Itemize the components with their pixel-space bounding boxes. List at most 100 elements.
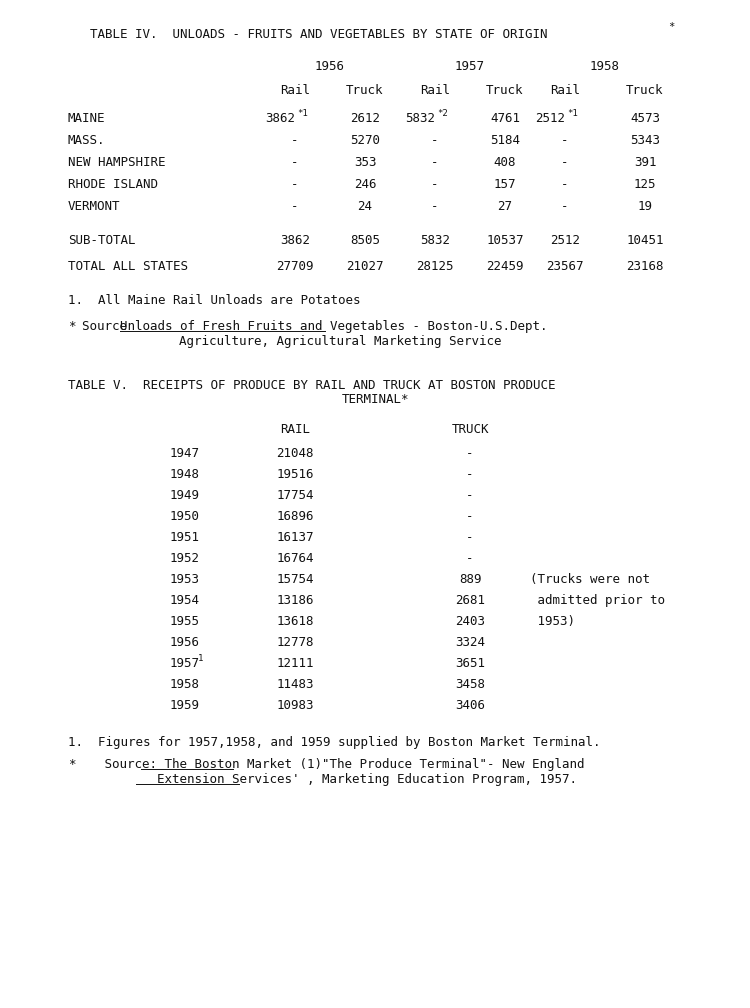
Text: *1: *1 [567, 109, 578, 118]
Text: 1956: 1956 [170, 636, 200, 649]
Text: 3862: 3862 [280, 234, 310, 247]
Text: 2612: 2612 [350, 112, 380, 125]
Text: admitted prior to: admitted prior to [530, 594, 665, 607]
Text: 1: 1 [198, 654, 203, 663]
Text: 1952: 1952 [170, 552, 200, 565]
Text: Rail: Rail [280, 84, 310, 97]
Text: (Trucks were not: (Trucks were not [530, 573, 650, 586]
Text: -: - [466, 531, 474, 544]
Text: 12111: 12111 [276, 657, 314, 670]
Text: *: * [68, 758, 76, 771]
Text: -: - [466, 510, 474, 523]
Text: *2: *2 [437, 109, 448, 118]
Text: -: - [561, 200, 568, 213]
Text: 2512: 2512 [535, 112, 565, 125]
Text: TABLE IV.  UNLOADS - FRUITS AND VEGETABLES BY STATE OF ORIGIN: TABLE IV. UNLOADS - FRUITS AND VEGETABLE… [90, 28, 548, 41]
Text: 22459: 22459 [486, 260, 524, 273]
Text: 1958: 1958 [590, 60, 620, 73]
Text: 19: 19 [638, 200, 652, 213]
Text: 10537: 10537 [486, 234, 524, 247]
Text: VERMONT: VERMONT [68, 200, 121, 213]
Text: -: - [291, 156, 298, 169]
Text: 11483: 11483 [276, 678, 314, 691]
Text: SUB-TOTAL: SUB-TOTAL [68, 234, 136, 247]
Text: 1.  All Maine Rail Unloads are Potatoes: 1. All Maine Rail Unloads are Potatoes [68, 294, 361, 307]
Text: 5270: 5270 [350, 134, 380, 147]
Text: 1957: 1957 [170, 657, 200, 670]
Text: TOTAL ALL STATES: TOTAL ALL STATES [68, 260, 188, 273]
Text: 17754: 17754 [276, 489, 314, 502]
Text: Unloads of Fresh Fruits and Vegetables - Boston-U.S.Dept.: Unloads of Fresh Fruits and Vegetables -… [120, 320, 548, 333]
Text: 4761: 4761 [490, 112, 520, 125]
Text: 3651: 3651 [455, 657, 485, 670]
Text: 21048: 21048 [276, 447, 314, 460]
Text: 8505: 8505 [350, 234, 380, 247]
Text: 2681: 2681 [455, 594, 485, 607]
Text: 1953: 1953 [170, 573, 200, 586]
Text: 10983: 10983 [276, 699, 314, 712]
Text: 1951: 1951 [170, 531, 200, 544]
Text: -: - [466, 552, 474, 565]
Text: 21027: 21027 [346, 260, 384, 273]
Text: Agriculture, Agricultural Marketing Service: Agriculture, Agricultural Marketing Serv… [179, 335, 502, 348]
Text: -: - [466, 468, 474, 481]
Text: TABLE V.  RECEIPTS OF PRODUCE BY RAIL AND TRUCK AT BOSTON PRODUCE: TABLE V. RECEIPTS OF PRODUCE BY RAIL AND… [68, 379, 556, 392]
Text: 16896: 16896 [276, 510, 314, 523]
Text: Rail: Rail [420, 84, 450, 97]
Text: 1947: 1947 [170, 447, 200, 460]
Text: -: - [291, 200, 298, 213]
Text: 889: 889 [459, 573, 482, 586]
Text: 1959: 1959 [170, 699, 200, 712]
Text: -: - [431, 156, 439, 169]
Text: 5343: 5343 [630, 134, 660, 147]
Text: 246: 246 [354, 178, 376, 191]
Text: 13618: 13618 [276, 615, 314, 628]
Text: *: * [68, 320, 76, 333]
Text: 3406: 3406 [455, 699, 485, 712]
Text: 5832: 5832 [420, 234, 450, 247]
Text: Rail: Rail [550, 84, 580, 97]
Text: 3458: 3458 [455, 678, 485, 691]
Text: Truck: Truck [346, 84, 384, 97]
Text: 157: 157 [494, 178, 516, 191]
Text: 19516: 19516 [276, 468, 314, 481]
Text: 27: 27 [497, 200, 512, 213]
Text: -: - [561, 178, 568, 191]
Text: 1956: 1956 [315, 60, 345, 73]
Text: 125: 125 [634, 178, 656, 191]
Text: 1.  Figures for 1957,1958, and 1959 supplied by Boston Market Terminal.: 1. Figures for 1957,1958, and 1959 suppl… [68, 736, 601, 749]
Text: 1950: 1950 [170, 510, 200, 523]
Text: 16764: 16764 [276, 552, 314, 565]
Text: 3862: 3862 [265, 112, 295, 125]
Text: 1955: 1955 [170, 615, 200, 628]
Text: 5832: 5832 [405, 112, 435, 125]
Text: 5184: 5184 [490, 134, 520, 147]
Text: -: - [291, 178, 298, 191]
Text: 1953): 1953) [530, 615, 575, 628]
Text: 23567: 23567 [546, 260, 584, 273]
Text: TERMINAL*: TERMINAL* [341, 393, 409, 406]
Text: 27709: 27709 [276, 260, 314, 273]
Text: 3324: 3324 [455, 636, 485, 649]
Text: -: - [466, 447, 474, 460]
Text: 1954: 1954 [170, 594, 200, 607]
Text: 28125: 28125 [416, 260, 454, 273]
Text: Truck: Truck [626, 84, 664, 97]
Text: NEW HAMPSHIRE: NEW HAMPSHIRE [68, 156, 166, 169]
Text: 1957: 1957 [455, 60, 485, 73]
Text: 1948: 1948 [170, 468, 200, 481]
Text: 353: 353 [354, 156, 376, 169]
Text: Source: The Boston Market (1)"The Produce Terminal"- New England: Source: The Boston Market (1)"The Produc… [82, 758, 584, 771]
Text: 16137: 16137 [276, 531, 314, 544]
Text: 1949: 1949 [170, 489, 200, 502]
Text: -: - [561, 134, 568, 147]
Text: 24: 24 [358, 200, 373, 213]
Text: -: - [291, 134, 298, 147]
Text: 2512: 2512 [550, 234, 580, 247]
Text: Truck: Truck [486, 84, 524, 97]
Text: 23168: 23168 [626, 260, 664, 273]
Text: 2403: 2403 [455, 615, 485, 628]
Text: -: - [466, 489, 474, 502]
Text: RAIL: RAIL [280, 423, 310, 436]
Text: Source: Source [82, 320, 134, 333]
